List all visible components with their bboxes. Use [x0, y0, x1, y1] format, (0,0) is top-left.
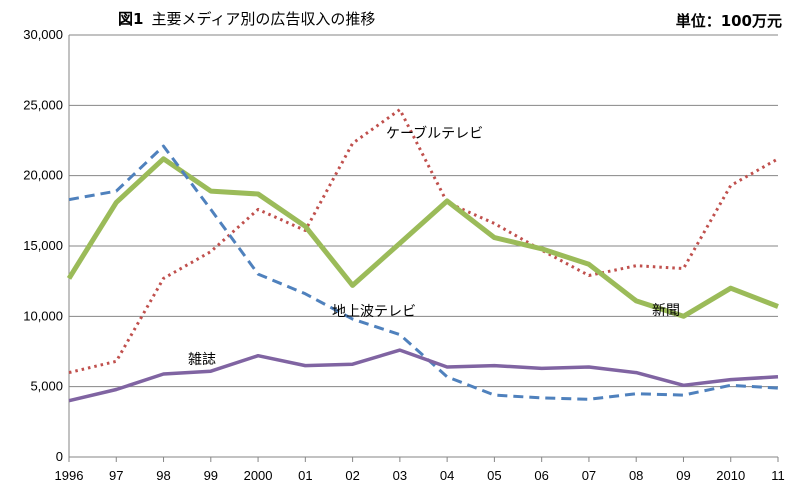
unit-label: 単位：100万元 [675, 12, 782, 30]
x-tick-label: 01 [298, 468, 312, 483]
tick-labels: 0 5,000 10,000 15,000 20,000 25,000 30,000 1996… [23, 27, 785, 483]
grid-lines [69, 34, 778, 388]
x-tick-label: 02 [345, 468, 359, 483]
x-tick-label: 1996 [55, 468, 84, 483]
y-tick-label: 20,000 [23, 168, 63, 183]
x-tick-label: 11 [771, 468, 785, 483]
x-tick-label: 06 [534, 468, 548, 483]
x-tick-label: 99 [204, 468, 218, 483]
y-tick-label: 10,000 [23, 308, 63, 323]
y-tick-label: 0 [56, 449, 63, 464]
x-tick-label: 98 [156, 468, 170, 483]
x-tick-label: 2010 [716, 468, 745, 483]
x-tick-label: 97 [109, 468, 123, 483]
x-tick-label: 2000 [244, 468, 273, 483]
x-tick-label: 07 [582, 468, 596, 483]
series-line-2 [68, 144, 779, 401]
x-tick-label: 04 [440, 468, 454, 483]
y-tick-label: 30,000 [23, 27, 63, 42]
y-tick-label: 15,000 [23, 238, 63, 253]
figure-number: 図1 [118, 10, 144, 28]
series-line-1 [66, 156, 779, 319]
y-tick-label: 5,000 [30, 379, 63, 394]
series-label-2: 地上波テレビ [332, 304, 416, 320]
axes [68, 35, 779, 462]
x-tick-label: 09 [676, 468, 690, 483]
series-label-0: ケーブルテレビ [386, 125, 483, 142]
chart-title: 図1 主要メディア別の広告収入の推移 [118, 8, 375, 29]
series-label-3: 雑誌 [188, 352, 216, 368]
series-line-0 [68, 108, 779, 375]
x-tick-label: 05 [487, 468, 501, 483]
x-tick-label: 08 [629, 468, 643, 483]
series-label-1: 新聞 [652, 303, 680, 319]
series-layer [66, 108, 779, 403]
title-text: 主要メディア別の広告収入の推移 [151, 10, 376, 28]
x-tick-label: 03 [393, 468, 407, 483]
y-tick-label: 25,000 [23, 97, 63, 112]
series-line-3 [68, 348, 779, 403]
